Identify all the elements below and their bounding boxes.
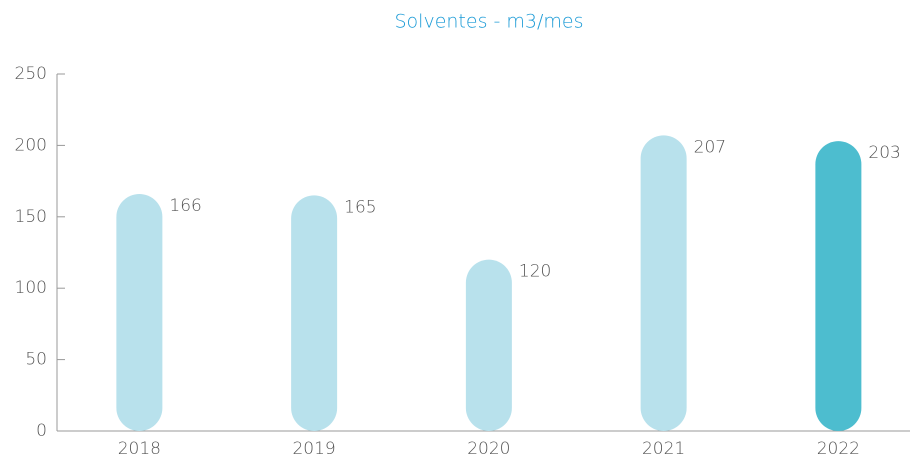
value-label: 120 <box>519 262 551 282</box>
x-tick-label: 2020 <box>467 439 510 459</box>
value-label: 203 <box>868 143 900 163</box>
x-tick-label: 2022 <box>817 439 860 459</box>
y-tick-label: 200 <box>15 135 47 155</box>
value-label: 166 <box>169 196 201 216</box>
bar <box>116 193 163 431</box>
x-tick-label: 2019 <box>292 439 335 459</box>
bar <box>465 259 512 431</box>
y-tick-label: 50 <box>25 350 47 370</box>
bar <box>815 141 862 431</box>
value-label: 165 <box>344 197 376 217</box>
x-tick-label: 2018 <box>118 439 161 459</box>
bar <box>640 135 687 432</box>
x-tick-label: 2021 <box>642 439 685 459</box>
y-tick-label: 0 <box>36 421 47 441</box>
value-label: 207 <box>694 137 726 157</box>
chart-title: Solventes - m3/mes <box>394 11 583 33</box>
y-tick-label: 250 <box>15 64 47 84</box>
y-tick-label: 150 <box>15 207 47 227</box>
y-tick-label: 100 <box>15 278 47 298</box>
bar <box>291 195 338 431</box>
